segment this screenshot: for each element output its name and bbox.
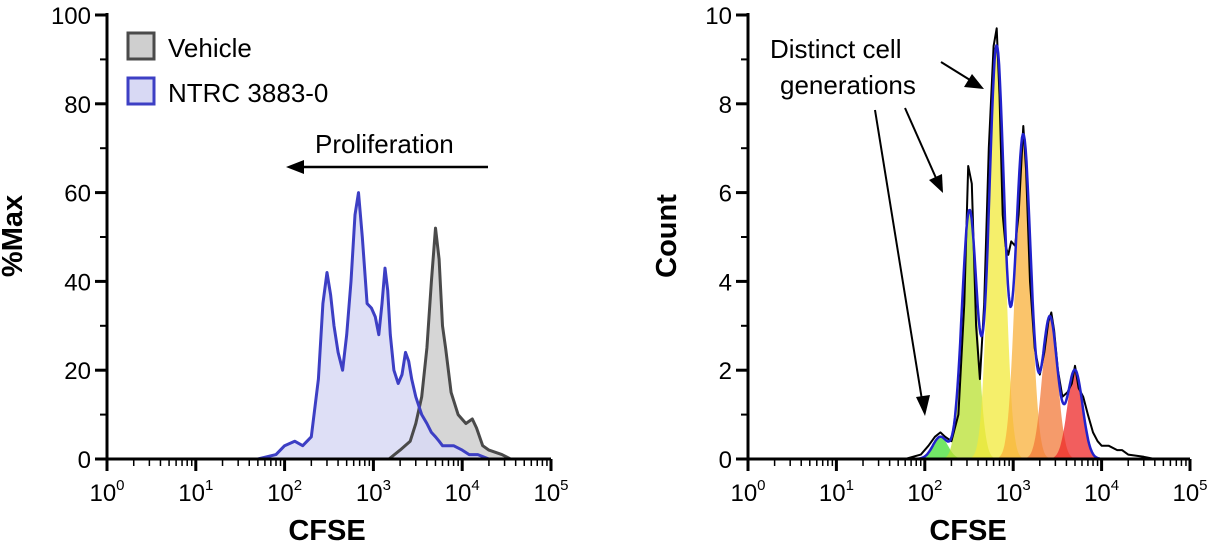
- left-x-tick-label: 103: [356, 477, 391, 507]
- left-x-axis-title: CFSE: [288, 515, 365, 547]
- right-x-tick-label: 104: [1084, 477, 1119, 507]
- left-x-tick-label: 101: [178, 477, 213, 507]
- left-x-tick-label: 100: [89, 477, 124, 507]
- right-y-tick-label: 10: [705, 3, 732, 30]
- left-x-tick-label: 104: [445, 477, 480, 507]
- left-y-axis-title: %Max: [0, 195, 29, 277]
- model-fit-line: [897, 44, 1120, 461]
- proliferation-label: Proliferation: [315, 129, 454, 159]
- right-series-layer: [897, 27, 1155, 461]
- right-y-tick-label: 0: [719, 447, 732, 474]
- generation-peak-4: [993, 135, 1053, 459]
- generations-arrow-3: [940, 61, 971, 81]
- right-y-tick-label: 2: [719, 358, 732, 385]
- left-x-tick-label: 102: [267, 477, 302, 507]
- right-x-axis-title: CFSE: [929, 515, 1006, 547]
- legend-label-ntrc: NTRC 3883-0: [168, 78, 328, 108]
- generations-arrowhead-1: [916, 395, 930, 416]
- left-x-tick-label: 105: [533, 477, 568, 507]
- right-x-tick-label: 105: [1172, 477, 1207, 507]
- generation-peak-6: [1045, 370, 1105, 459]
- left-legend: Vehicle NTRC 3883-0: [126, 31, 328, 108]
- left-y-tick-label: 40: [64, 269, 91, 296]
- right-y-tick-label: 4: [719, 269, 732, 296]
- series-area-ntrc: [257, 192, 489, 459]
- generations-annotation: Distinct cell generations: [770, 34, 984, 416]
- generation-peak-1: [910, 436, 970, 459]
- left-y-tick-label: 0: [78, 447, 91, 474]
- right-x-tick-label: 101: [819, 477, 854, 507]
- left-y-tick-label: 60: [64, 181, 91, 208]
- left-axes-layer: 0 20 40 60 80 100 100 101 102 103 104 105: [51, 3, 569, 507]
- generations-arrowhead-2: [929, 174, 943, 193]
- left-y-tick-label: 100: [51, 3, 91, 30]
- right-x-tick-label: 103: [996, 477, 1031, 507]
- right-y-tick-label: 6: [719, 181, 732, 208]
- right-y-axis-title: Count: [651, 194, 683, 278]
- generation-peak-5: [1020, 317, 1080, 459]
- generations-arrowhead-3: [964, 74, 984, 89]
- left-histogram-panel: 0 20 40 60 80 100 100 101 102 103 104 105 %Max CFSE…: [0, 3, 569, 547]
- generations-arrow-2: [904, 107, 937, 179]
- proliferation-arrow-head: [286, 160, 304, 174]
- series-line-vehicle: [388, 226, 512, 461]
- generation-peak-2: [939, 210, 1000, 459]
- left-series-layer: [257, 191, 512, 461]
- legend-label-vehicle: Vehicle: [168, 33, 252, 63]
- generations-label-line2: generations: [780, 70, 916, 100]
- right-axes-layer: 0 2 4 6 8 10 100 101 102 103 104 105: [705, 3, 1207, 507]
- series-area-vehicle: [389, 228, 511, 459]
- left-y-tick-label: 20: [64, 358, 91, 385]
- series-line-ntrc: [257, 191, 490, 461]
- proliferation-annotation: Proliferation: [286, 129, 488, 174]
- legend-swatch-vehicle: [126, 31, 156, 61]
- right-histogram-panel: 0 2 4 6 8 10 100 101 102 103 104 105 Count CFSE Dis…: [651, 3, 1208, 547]
- left-y-tick-label: 80: [64, 92, 91, 119]
- generations-label-line1: Distinct cell: [770, 34, 901, 64]
- generations-arrow-1: [874, 109, 923, 401]
- generation-peak-3: [967, 46, 1027, 460]
- legend-swatch-ntrc: [126, 76, 156, 106]
- right-y-tick-label: 8: [719, 92, 732, 119]
- right-x-tick-label: 102: [907, 477, 942, 507]
- right-x-tick-label: 100: [730, 477, 765, 507]
